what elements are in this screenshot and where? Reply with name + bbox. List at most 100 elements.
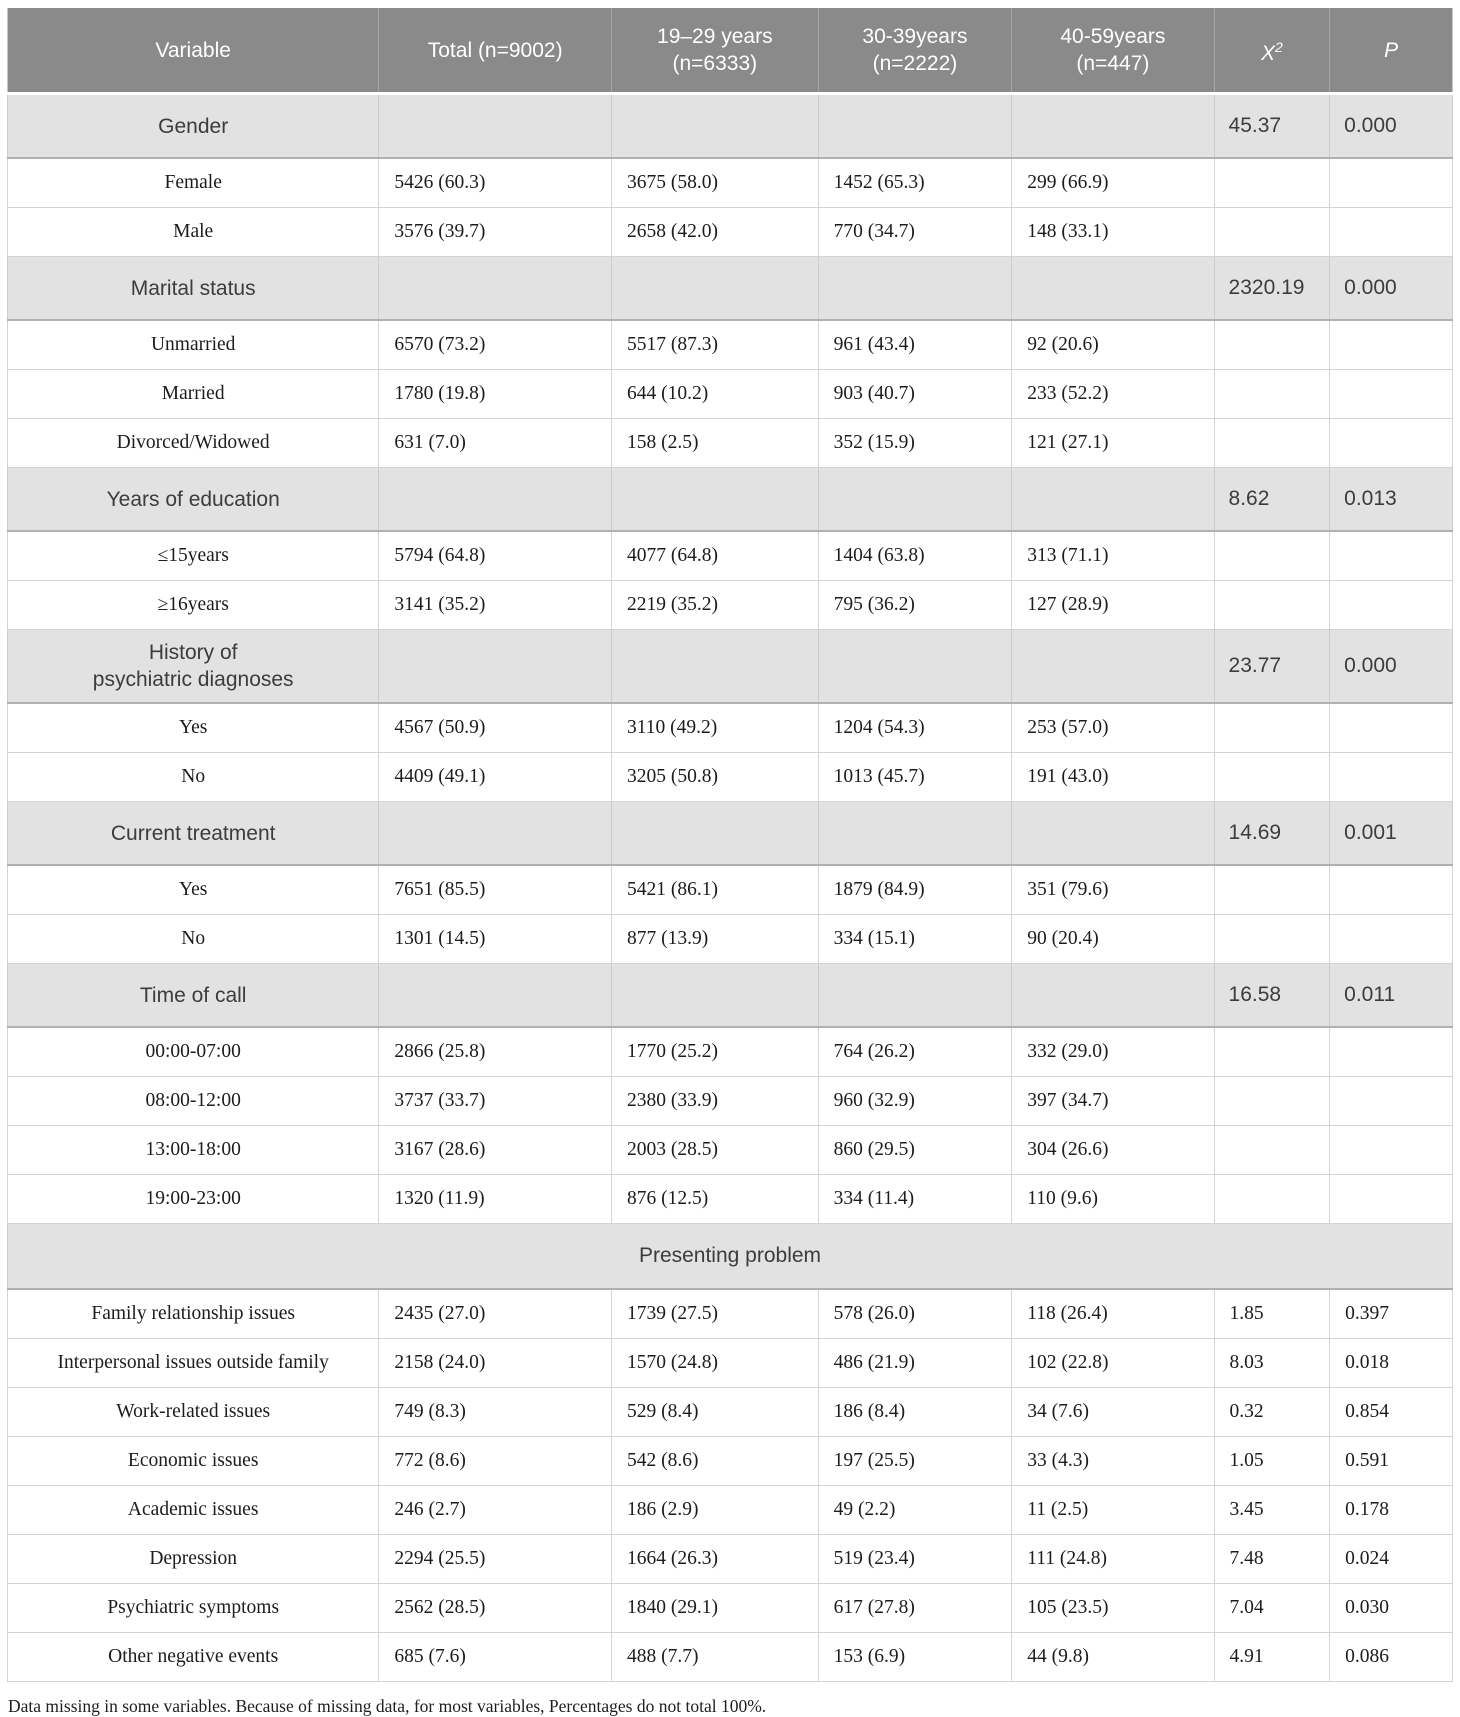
empty-cell	[1011, 467, 1215, 532]
p-value-cell: 0.854	[1329, 1387, 1453, 1437]
p-value-cell: 0.024	[1329, 1534, 1453, 1584]
value-cell: 332 (29.0)	[1011, 1026, 1215, 1077]
empty-cell	[817, 963, 1013, 1028]
chi-square-cell: 8.03	[1213, 1338, 1331, 1388]
empty-cell	[378, 629, 612, 704]
empty-cell	[378, 93, 612, 159]
p-value-cell: 0.086	[1329, 1632, 1453, 1682]
value-cell: 49 (2.2)	[817, 1485, 1013, 1535]
table-row: 00:00-07:00 2866 (25.8) 1770 (25.2) 764 (26…	[6, 1026, 1453, 1077]
chi-square-cell	[1213, 207, 1331, 257]
row-label-cell: Academic issues	[6, 1485, 380, 1535]
value-cell: 519 (23.4)	[817, 1534, 1013, 1584]
table-row: Unmarried 6570 (73.2) 5517 (87.3) 961 (43.4…	[6, 319, 1453, 370]
p-value-cell	[1329, 1125, 1453, 1175]
value-cell: 34 (7.6)	[1011, 1387, 1215, 1437]
value-cell: 5517 (87.3)	[611, 319, 819, 370]
row-label-cell: No	[6, 914, 380, 964]
value-cell: 5421 (86.1)	[611, 864, 819, 915]
chi-square-cell	[1213, 914, 1331, 964]
value-cell: 2158 (24.0)	[378, 1338, 612, 1388]
value-cell: 334 (11.4)	[817, 1174, 1013, 1224]
value-cell: 313 (71.1)	[1011, 530, 1215, 581]
row-label-cell: Female	[6, 157, 380, 208]
section-title: Current treatment	[6, 801, 380, 866]
empty-cell	[817, 629, 1013, 704]
row-label-cell: Other negative events	[6, 1632, 380, 1682]
value-cell: 903 (40.7)	[817, 369, 1013, 419]
chi-square-cell: 4.91	[1213, 1632, 1331, 1682]
header-age-30-39: 30-39years (n=2222)	[817, 8, 1012, 95]
value-cell: 44 (9.8)	[1011, 1632, 1215, 1682]
empty-cell	[611, 801, 819, 866]
chi-square-cell	[1213, 319, 1331, 370]
section-title: Gender	[6, 93, 380, 159]
table-row: 08:00-12:00 3737 (33.7) 2380 (33.9) 960 (32…	[6, 1076, 1453, 1126]
p-value-cell	[1329, 914, 1453, 964]
p-symbol: P	[1384, 38, 1399, 62]
value-cell: 749 (8.3)	[378, 1387, 612, 1437]
chi-square-cell: 7.48	[1213, 1534, 1331, 1584]
value-cell: 876 (12.5)	[611, 1174, 819, 1224]
value-cell: 3737 (33.7)	[378, 1076, 612, 1126]
p-value-cell	[1329, 1174, 1453, 1224]
value-cell: 617 (27.8)	[817, 1583, 1013, 1633]
empty-cell	[817, 801, 1013, 866]
header-age-30-39-n: (n=2222)	[872, 52, 958, 75]
value-cell: 1320 (11.9)	[378, 1174, 612, 1224]
section-p-value: 0.000	[1329, 93, 1453, 159]
empty-cell	[378, 801, 612, 866]
row-label-cell: 08:00-12:00	[6, 1076, 380, 1126]
value-cell: 795 (36.2)	[817, 580, 1013, 630]
p-value-cell: 0.178	[1329, 1485, 1453, 1535]
p-value-cell: 0.397	[1329, 1288, 1453, 1339]
value-cell: 1770 (25.2)	[611, 1026, 819, 1077]
value-cell: 770 (34.7)	[817, 207, 1013, 257]
section-chi-square-value: 45.37	[1213, 93, 1331, 159]
table-row: ≤15years 5794 (64.8) 4077 (64.8) 1404 (63.8…	[6, 530, 1453, 581]
table-row: Interpersonal issues outside family 2158 …	[6, 1338, 1453, 1388]
value-cell: 186 (8.4)	[817, 1387, 1013, 1437]
section-header-row: Presenting problem	[7, 1223, 1453, 1290]
section-p-value: 0.011	[1329, 963, 1453, 1028]
value-cell: 118 (26.4)	[1011, 1288, 1215, 1339]
value-cell: 3110 (49.2)	[611, 702, 819, 753]
value-cell: 158 (2.5)	[611, 418, 819, 468]
header-chi-square: X2	[1213, 8, 1330, 95]
value-cell: 334 (15.1)	[817, 914, 1013, 964]
value-cell: 877 (13.9)	[611, 914, 819, 964]
value-cell: 153 (6.9)	[817, 1632, 1013, 1682]
table-row: Divorced/Widowed 631 (7.0) 158 (2.5) 352 (1…	[6, 418, 1453, 468]
value-cell: 92 (20.6)	[1011, 319, 1215, 370]
header-variable: Variable	[7, 8, 379, 95]
table-body: Gender 45.37 0.000 Female 5426 (60.3) 3675 (5…	[6, 93, 1453, 1682]
empty-cell	[611, 93, 819, 159]
p-value-cell: 0.030	[1329, 1583, 1453, 1633]
value-cell: 3205 (50.8)	[611, 752, 819, 802]
empty-cell	[1011, 256, 1215, 321]
chi-square-cell	[1213, 157, 1331, 208]
table-row: Male 3576 (39.7) 2658 (42.0) 770 (34.7) 148 …	[6, 207, 1453, 257]
table-row: 13:00-18:00 3167 (28.6) 2003 (28.5) 860 (29…	[6, 1125, 1453, 1175]
chi-symbol: X	[1260, 41, 1275, 65]
p-value-cell	[1329, 702, 1453, 753]
row-label-cell: ≤15years	[6, 530, 380, 581]
empty-cell	[1011, 93, 1215, 159]
empty-cell	[378, 963, 612, 1028]
chi-square-cell: 1.85	[1213, 1288, 1331, 1339]
section-chi-square-value: 2320.19	[1213, 256, 1331, 321]
value-cell: 3576 (39.7)	[378, 207, 612, 257]
row-label-cell: Yes	[6, 702, 380, 753]
p-value-cell	[1329, 157, 1453, 208]
value-cell: 685 (7.6)	[378, 1632, 612, 1682]
value-cell: 2294 (25.5)	[378, 1534, 612, 1584]
value-cell: 127 (28.9)	[1011, 580, 1215, 630]
p-value-cell: 0.591	[1329, 1436, 1453, 1486]
row-label-cell: Male	[6, 207, 380, 257]
value-cell: 1452 (65.3)	[817, 157, 1013, 208]
row-label-cell: Unmarried	[6, 319, 380, 370]
p-value-cell	[1329, 752, 1453, 802]
value-cell: 2003 (28.5)	[611, 1125, 819, 1175]
section-header-row: Time of call 16.58 0.011	[6, 963, 1453, 1028]
section-p-value: 0.000	[1329, 256, 1453, 321]
